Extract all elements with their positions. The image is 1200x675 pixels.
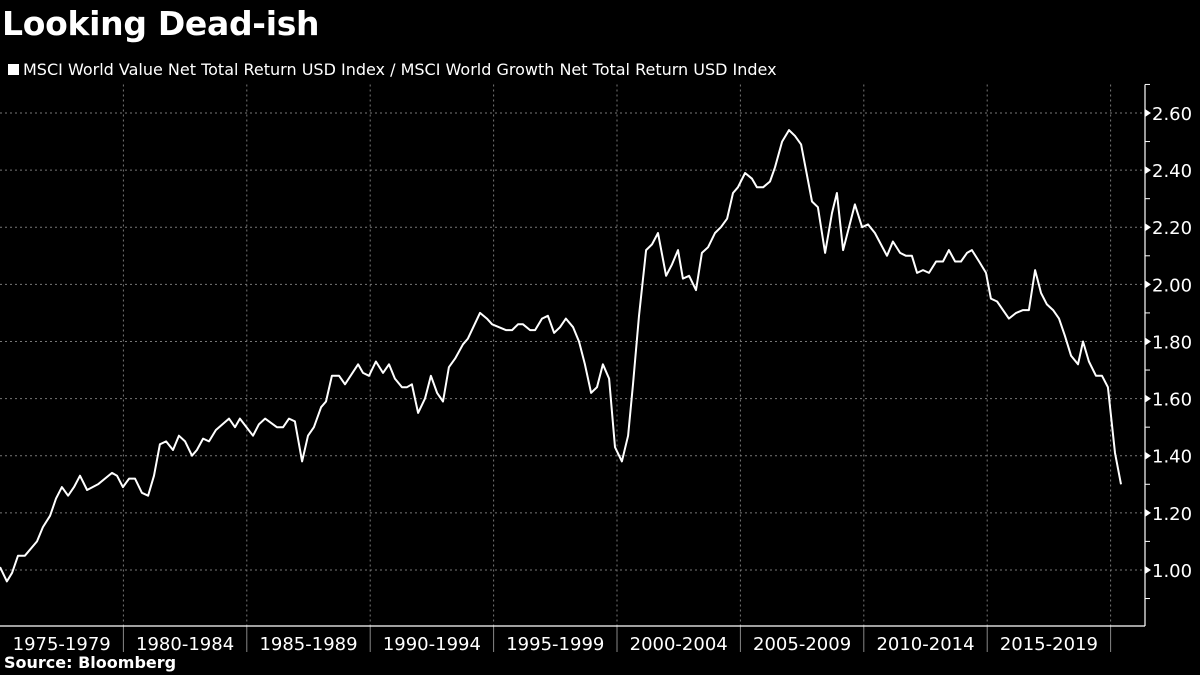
- y-tick-label: 2.00: [1152, 275, 1192, 296]
- y-tick-label: 1.20: [1152, 504, 1192, 525]
- x-tick-label: 1985-1989: [259, 634, 357, 655]
- y-tick-label: 1.40: [1152, 447, 1192, 468]
- y-tick-label: 1.80: [1152, 332, 1192, 353]
- x-tick-label: 2010-2014: [876, 634, 974, 655]
- y-tick-label: 1.00: [1152, 561, 1192, 582]
- x-tick-label: 2005-2009: [753, 634, 851, 655]
- x-tick-label: 1990-1994: [383, 634, 481, 655]
- y-tick-label: 2.40: [1152, 161, 1192, 182]
- source-note: Source: Bloomberg: [4, 653, 177, 672]
- x-tick-label: 2000-2004: [630, 634, 728, 655]
- legend-label: MSCI World Value Net Total Return USD In…: [23, 60, 777, 79]
- x-tick-label: 1980-1984: [136, 634, 234, 655]
- y-tick-marker: [1145, 394, 1151, 403]
- x-tick-label: 1995-1999: [506, 634, 604, 655]
- legend-swatch: [8, 64, 19, 75]
- y-tick-label: 2.20: [1152, 218, 1192, 239]
- y-tick-marker: [1145, 337, 1151, 346]
- x-tick-label: 1975-1979: [13, 634, 111, 655]
- x-tick-label: 2015-2019: [1000, 634, 1098, 655]
- y-tick-marker: [1145, 109, 1151, 117]
- y-tick-marker: [1145, 280, 1151, 289]
- y-tick-marker: [1145, 508, 1151, 517]
- y-tick-marker: [1145, 451, 1151, 460]
- series-line: [0, 129, 1122, 583]
- y-tick-label: 2.60: [1152, 104, 1192, 125]
- y-tick-label: 1.60: [1152, 390, 1192, 411]
- y-tick-marker: [1145, 223, 1151, 232]
- y-tick-marker: [1145, 166, 1151, 175]
- y-tick-marker: [1145, 565, 1151, 574]
- legend: MSCI World Value Net Total Return USD In…: [8, 60, 777, 79]
- chart-title: Looking Dead-ish: [2, 4, 320, 43]
